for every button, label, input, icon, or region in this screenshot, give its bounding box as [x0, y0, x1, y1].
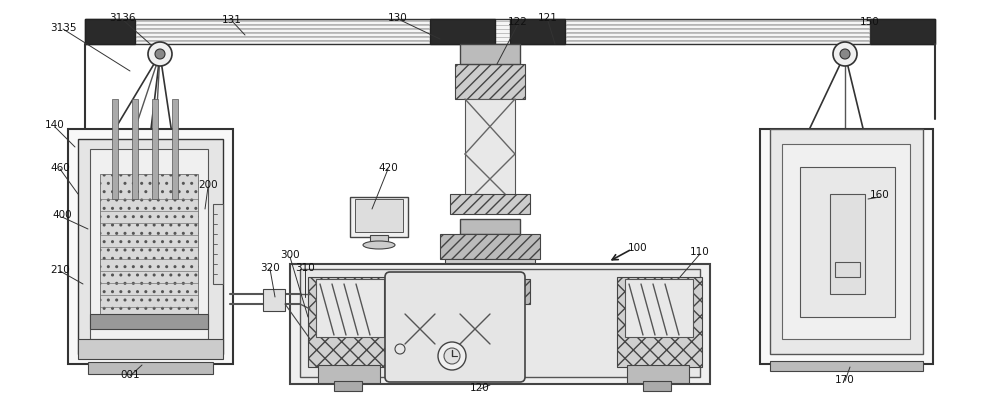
Bar [350, 198, 408, 237]
Bar [308, 277, 393, 367]
Bar [85, 20, 135, 45]
Bar [90, 149, 208, 339]
Bar [455, 65, 525, 100]
Text: 121: 121 [538, 13, 558, 23]
FancyBboxPatch shape [385, 272, 525, 382]
Text: 131: 131 [222, 15, 242, 25]
Bar [172, 100, 178, 200]
Bar [460, 45, 520, 65]
Bar [460, 220, 520, 234]
Circle shape [155, 50, 165, 60]
Text: 170: 170 [835, 374, 855, 384]
Text: 210: 210 [50, 264, 70, 274]
Bar [830, 194, 865, 294]
Text: 120: 120 [470, 382, 490, 392]
Text: 160: 160 [870, 190, 890, 200]
Bar [132, 100, 138, 200]
Bar [370, 235, 388, 245]
Bar [465, 100, 515, 205]
Bar [334, 381, 362, 391]
Text: 310: 310 [295, 262, 315, 272]
Text: 320: 320 [260, 262, 280, 272]
Bar [290, 264, 710, 384]
Circle shape [833, 43, 857, 67]
Bar [316, 279, 384, 337]
Text: 400: 400 [52, 209, 72, 220]
Text: 110: 110 [690, 246, 710, 256]
Bar [510, 20, 565, 45]
Circle shape [444, 348, 460, 364]
Circle shape [840, 50, 850, 60]
Bar [770, 130, 923, 354]
Text: 001: 001 [120, 369, 140, 379]
Bar [450, 279, 530, 304]
Bar [68, 130, 233, 364]
Bar [450, 194, 530, 215]
Bar [85, 20, 935, 45]
Bar [870, 20, 935, 45]
Bar [617, 277, 702, 367]
Bar [78, 339, 223, 359]
Bar [318, 365, 380, 383]
Bar [300, 269, 700, 377]
Ellipse shape [450, 274, 530, 304]
Bar [213, 205, 223, 284]
Text: 150: 150 [860, 17, 880, 27]
Bar [627, 365, 689, 383]
Text: 122: 122 [508, 17, 528, 27]
Bar [625, 279, 693, 337]
Bar [90, 314, 208, 329]
Bar [152, 100, 158, 200]
Text: 460: 460 [50, 162, 70, 173]
Circle shape [148, 43, 172, 67]
Bar [112, 100, 118, 200]
Text: 130: 130 [388, 13, 408, 23]
Bar [643, 381, 671, 391]
Bar [430, 20, 495, 45]
Bar [88, 362, 213, 374]
Text: 3135: 3135 [50, 23, 76, 33]
Bar [770, 361, 923, 371]
Bar [263, 289, 285, 311]
Bar [782, 145, 910, 339]
Bar [800, 168, 895, 317]
Text: 300: 300 [280, 249, 300, 259]
Ellipse shape [363, 241, 395, 249]
Text: 200: 200 [198, 179, 218, 190]
Text: 420: 420 [378, 162, 398, 173]
Bar [445, 259, 535, 279]
Bar [440, 234, 540, 259]
Bar [355, 200, 403, 232]
Bar [100, 175, 198, 314]
Text: 3136: 3136 [109, 13, 135, 23]
Bar [78, 140, 223, 354]
Circle shape [438, 342, 466, 370]
Text: 140: 140 [45, 120, 65, 130]
Bar [760, 130, 933, 364]
Text: 100: 100 [628, 243, 648, 252]
Circle shape [395, 344, 405, 354]
Bar [835, 262, 860, 277]
